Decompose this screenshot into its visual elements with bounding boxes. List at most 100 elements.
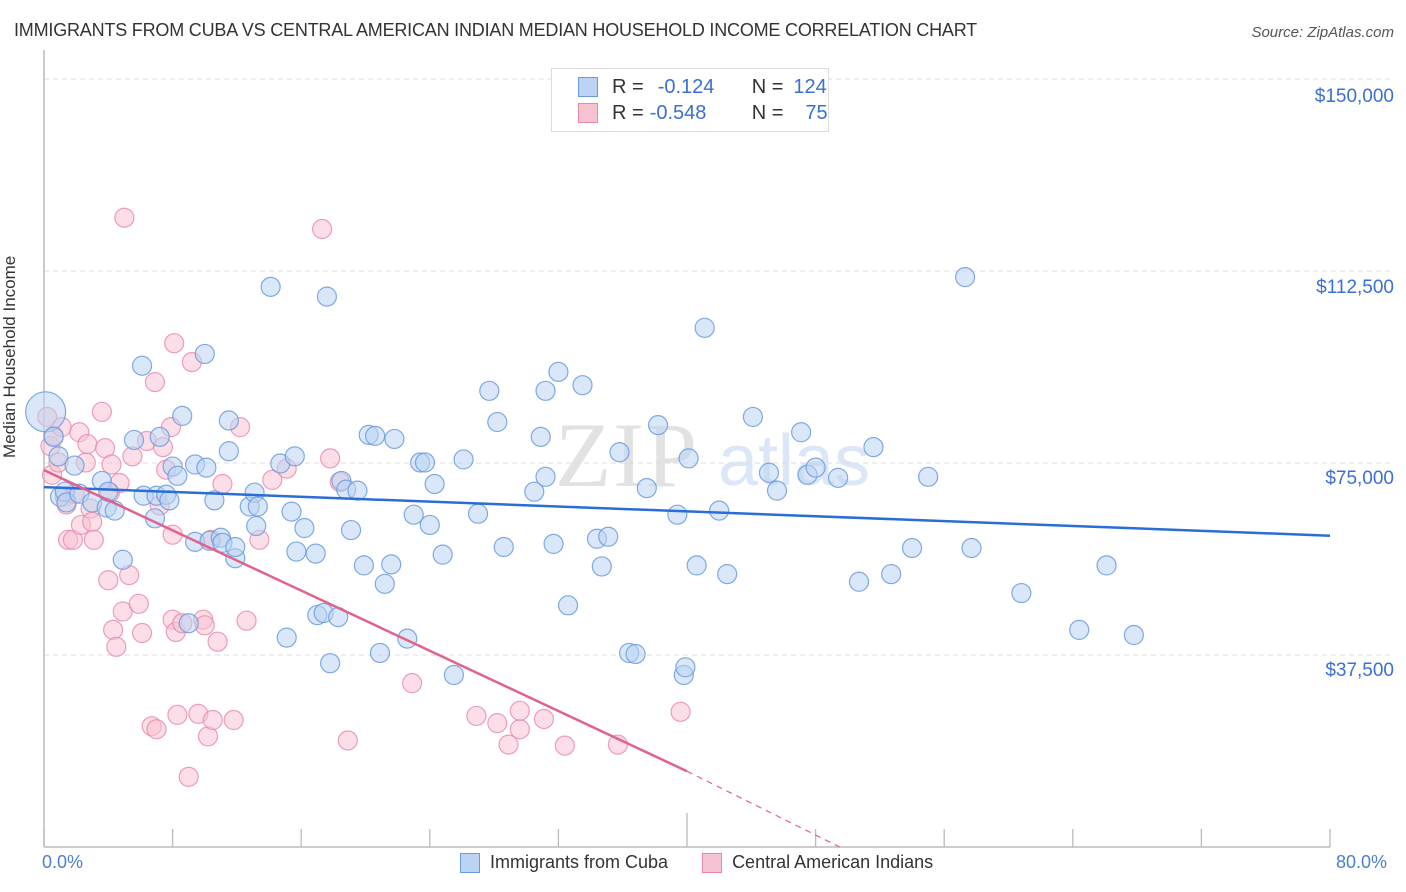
data-point-immigrants-from-cuba: [196, 457, 217, 478]
data-point-immigrants-from-cuba: [48, 446, 69, 467]
data-point-immigrants-from-cuba: [479, 380, 500, 401]
data-point-immigrants-from-cuba: [316, 286, 338, 307]
data-point-central-american-indians: [202, 709, 223, 731]
series-immigrants-from-cuba: [25, 267, 1144, 686]
data-point-central-american-indians: [146, 719, 167, 740]
data-point-immigrants-from-cuba: [678, 448, 699, 469]
legend-swatch-pink: [702, 852, 723, 873]
legend-label: Immigrants from Cuba: [490, 852, 669, 872]
data-point-central-american-indians: [466, 705, 487, 727]
data-point-immigrants-from-cuba: [717, 564, 738, 585]
data-point-immigrants-from-cuba: [25, 391, 67, 433]
data-point-immigrants-from-cuba: [1011, 582, 1032, 604]
data-point-immigrants-from-cuba: [530, 426, 551, 447]
data-point-immigrants-from-cuba: [572, 375, 593, 396]
data-point-immigrants-from-cuba: [149, 426, 170, 447]
data-point-central-american-indians: [106, 636, 127, 657]
data-point-central-american-indians: [207, 631, 228, 652]
legend-item-cuba[interactable]: Immigrants from Cuba: [460, 852, 668, 873]
data-point-immigrants-from-cuba: [598, 526, 619, 547]
data-point-central-american-indians: [103, 619, 124, 641]
data-point-central-american-indians: [337, 730, 358, 751]
legend-item-central-american-indians[interactable]: Central American Indians: [702, 852, 933, 873]
legend-row-cuba: R = -0.124 N = 124: [578, 75, 827, 99]
data-point-immigrants-from-cuba: [548, 361, 569, 382]
data-point-immigrants-from-cuba: [167, 465, 188, 486]
data-point-central-american-indians: [91, 401, 112, 422]
data-point-immigrants-from-cuba: [918, 466, 939, 487]
data-point-immigrants-from-cuba: [419, 514, 440, 536]
data-point-immigrants-from-cuba: [340, 519, 362, 541]
x-tick-label-max: 80.0%: [1336, 852, 1388, 872]
data-point-central-american-indians: [101, 454, 122, 475]
data-point-immigrants-from-cuba: [353, 555, 374, 576]
data-point-immigrants-from-cuba: [247, 496, 268, 517]
data-point-immigrants-from-cuba: [276, 627, 297, 648]
y-tick-label-150000: $150,000: [1314, 86, 1394, 107]
data-point-immigrants-from-cuba: [260, 276, 281, 297]
data-point-immigrants-from-cuba: [961, 537, 982, 559]
data-point-immigrants-from-cuba: [424, 473, 445, 495]
legend-r-label: R =: [612, 75, 644, 98]
data-point-immigrants-from-cuba: [557, 595, 579, 616]
data-point-immigrants-from-cuba: [881, 564, 902, 585]
data-point-immigrants-from-cuba: [453, 449, 474, 470]
data-point-central-american-indians: [98, 570, 119, 591]
data-point-immigrants-from-cuba: [178, 613, 199, 634]
data-point-immigrants-from-cuba: [414, 452, 436, 473]
data-point-immigrants-from-cuba: [667, 504, 688, 525]
data-point-immigrants-from-cuba: [294, 517, 315, 539]
legend-r-label: R =: [612, 101, 644, 124]
data-point-immigrants-from-cuba: [374, 573, 395, 594]
data-point-immigrants-from-cuba: [443, 664, 465, 686]
data-point-immigrants-from-cuba: [535, 466, 556, 487]
data-point-immigrants-from-cuba: [381, 554, 402, 575]
data-point-immigrants-from-cuba: [694, 317, 715, 338]
data-point-central-american-indians: [83, 529, 104, 550]
data-point-immigrants-from-cuba: [709, 500, 730, 521]
data-point-central-american-indians: [509, 700, 530, 721]
data-point-immigrants-from-cuba: [112, 549, 133, 570]
source-label: Source: ZipAtlas.com: [1251, 24, 1394, 41]
data-point-immigrants-from-cuba: [805, 457, 826, 478]
data-point-immigrants-from-cuba: [493, 536, 514, 558]
data-point-immigrants-from-cuba: [625, 643, 646, 665]
y-tick-label-112500: $112,500: [1316, 277, 1394, 298]
data-point-central-american-indians: [131, 622, 153, 644]
data-point-central-american-indians: [128, 593, 149, 614]
data-point-immigrants-from-cuba: [365, 425, 386, 446]
data-point-immigrants-from-cuba: [524, 481, 545, 502]
data-point-immigrants-from-cuba: [218, 441, 239, 462]
data-point-central-american-indians: [178, 766, 199, 787]
chart-title: IMMIGRANTS FROM CUBA VS CENTRAL AMERICAN…: [14, 20, 977, 40]
x-tick-label-min: 0.0%: [42, 852, 84, 872]
trend-line-immigrants-from-cuba: [43, 485, 1331, 537]
data-point-immigrants-from-cuba: [791, 422, 812, 443]
data-point-immigrants-from-cuba: [131, 355, 153, 376]
trend-line-extension-central-american-indians: [686, 770, 840, 848]
y-tick-label-75000: $75,000: [1325, 468, 1394, 489]
data-point-immigrants-from-cuba: [609, 442, 630, 463]
data-point-immigrants-from-cuba: [848, 571, 870, 592]
data-point-immigrants-from-cuba: [246, 515, 267, 537]
data-point-immigrants-from-cuba: [901, 537, 923, 559]
legend-swatch-pink: [578, 103, 598, 123]
data-point-central-american-indians: [509, 719, 530, 740]
data-point-central-american-indians: [487, 712, 508, 734]
data-point-immigrants-from-cuba: [204, 490, 225, 511]
data-point-immigrants-from-cuba: [403, 504, 424, 525]
legend-r-value: -0.124: [657, 75, 715, 98]
data-point-immigrants-from-cuba: [384, 428, 405, 450]
data-point-immigrants-from-cuba: [305, 543, 326, 564]
data-point-immigrants-from-cuba: [369, 642, 391, 664]
data-point-immigrants-from-cuba: [954, 267, 976, 288]
data-point-central-american-indians: [144, 372, 166, 393]
data-point-immigrants-from-cuba: [535, 380, 556, 401]
data-point-immigrants-from-cuba: [1123, 624, 1144, 646]
data-point-immigrants-from-cuba: [225, 536, 246, 558]
legend-swatch-blue: [460, 852, 480, 873]
data-point-immigrants-from-cuba: [863, 437, 884, 458]
legend-label: Central American Indians: [732, 852, 934, 872]
data-point-immigrants-from-cuba: [591, 556, 612, 577]
